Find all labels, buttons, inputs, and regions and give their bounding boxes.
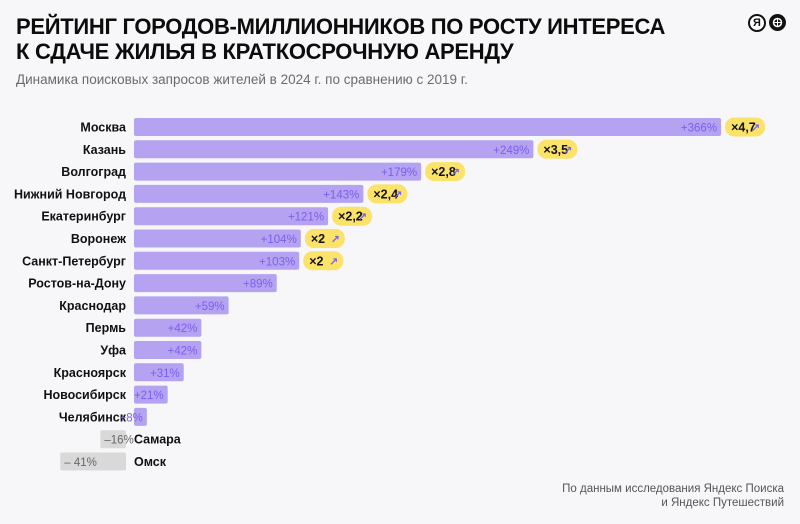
value-label: +59% [195,301,225,313]
bar [134,363,184,382]
bar [134,229,301,248]
up-right-arrow-icon: ↗ [751,123,760,135]
multiplier-badge [332,206,373,226]
value-label: +21% [134,390,164,402]
value-label: +31% [150,368,180,380]
multiplier-badge [425,162,466,182]
multiplier-badge [303,251,344,271]
category-label: Челябинск [59,410,127,424]
value-label: +179% [381,167,417,179]
category-label: Казань [83,143,126,157]
category-label: Самара [134,433,182,447]
multiplier-badge [367,184,408,204]
category-label: Уфа [100,344,127,358]
category-label: Воронеж [71,232,126,246]
category-label: Новосибирск [43,388,126,402]
value-label: +104% [261,234,297,246]
globe-pin-icon [769,14,786,31]
up-right-arrow-icon: ↗ [331,234,340,246]
value-label: +103% [259,256,295,268]
value-label: +89% [243,279,273,291]
multiplier-badge [304,229,345,248]
category-label: Омск [134,455,167,469]
value-label: – 41% [64,457,97,469]
category-label: Нижний Новгород [14,187,126,201]
category-label: Санкт-Петербург [22,254,126,268]
multiplier-label: ×3,5 [543,143,568,157]
value-label: +8% [119,412,142,424]
value-label: –16% [104,435,133,447]
multiplier-label: ×2,4 [373,187,398,201]
value-label: +143% [323,189,359,201]
category-label: Красноярск [54,366,127,380]
bar [134,341,202,359]
source-line-2: и Яндекс Путешествий [661,497,784,509]
bar [60,452,126,471]
up-right-arrow-icon: ↗ [329,256,338,268]
multiplier-badge [725,117,766,137]
chart-subtitle: Динамика поисковых запросов жителей в 20… [16,72,468,87]
category-label: Краснодар [59,299,126,313]
category-label: Волгоград [61,165,126,179]
bar [134,140,534,159]
bar [134,251,300,270]
bar [134,318,202,337]
chart-title: РЕЙТИНГ ГОРОДОВ-МИЛЛИОННИКОВ ПО РОСТУ ИН… [16,14,696,64]
category-label: Екатеринбург [41,210,126,224]
title-line-2: К СДАЧЕ ЖИЛЬЯ В КРАТКОСРОЧНУЮ АРЕНДУ [16,39,514,64]
category-label: Москва [80,121,127,135]
brand-logos: Я [748,14,786,32]
bar [134,118,722,136]
bar [134,207,329,226]
bar [134,162,422,181]
bar [134,296,229,315]
source-line-1: По данным исследования Яндекс Поиска [562,483,784,495]
multiplier-badge [537,139,578,159]
multiplier-label: ×4,7 [731,121,756,135]
category-label: Ростов-на-Дону [28,277,126,291]
up-right-arrow-icon: ↗ [451,167,460,179]
value-label: +249% [493,145,529,157]
value-label: +42% [168,323,198,335]
up-right-arrow-icon: ↗ [393,189,402,201]
value-label: +366% [681,123,717,135]
up-right-arrow-icon: ↗ [563,145,572,157]
value-label: +121% [288,212,324,224]
multiplier-label: ×2,8 [431,165,456,179]
bar [134,407,147,426]
multiplier-label: ×2,2 [338,210,363,224]
multiplier-label: ×2 [311,232,325,246]
multiplier-label: ×2 [309,254,323,268]
up-right-arrow-icon: ↗ [358,212,367,224]
bar [134,274,277,293]
bar [134,184,364,203]
value-label: +42% [168,346,198,358]
category-label: Пермь [86,321,127,335]
bar [100,430,126,449]
yandex-logo-icon: Я [748,14,766,32]
title-line-1: РЕЙТИНГ ГОРОДОВ-МИЛЛИОННИКОВ ПО РОСТУ ИН… [16,14,666,39]
bar [134,385,168,404]
source-note: По данным исследования Яндекс Поиска и Я… [562,482,784,510]
